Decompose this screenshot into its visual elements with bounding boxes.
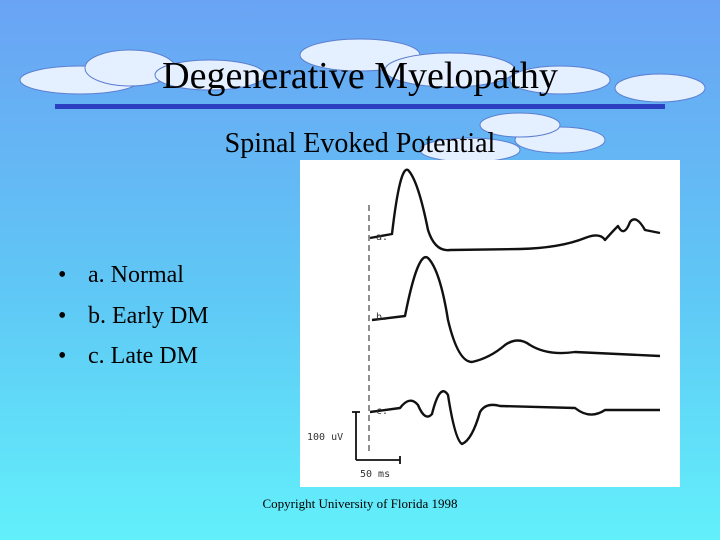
figure: a. b. c. 100 uV 50 ms [300,160,680,487]
bullet-item: a. Normal [88,262,184,288]
scale-bar [352,411,401,464]
bullet-marker: • [58,343,66,369]
trace-b [371,255,661,364]
copyright: Copyright University of Florida 1998 [263,496,458,511]
clouds [19,38,706,163]
trace-c [369,390,660,446]
trace-label: b. [376,312,388,323]
bullet-marker: • [58,262,66,288]
bullet-list: • a. Normal • b. Early DM • c. Late DM [58,262,209,369]
trace-label: a. [376,232,388,243]
figure-background [300,160,680,487]
traces [369,168,661,446]
trace-label: c. [376,406,388,417]
amplitude-scale-label: 100 uV [307,432,343,443]
time-scale-label: 50 ms [360,469,390,480]
trace-a [369,168,661,252]
bullet-item: b. Early DM [88,303,209,329]
bullet-marker: • [58,303,66,329]
slide-subtitle: Spinal Evoked Potential [225,128,496,159]
slide-title: Degenerative Myelopathy [162,55,558,97]
title-underline [55,104,665,109]
bullet-item: c. Late DM [88,343,198,369]
